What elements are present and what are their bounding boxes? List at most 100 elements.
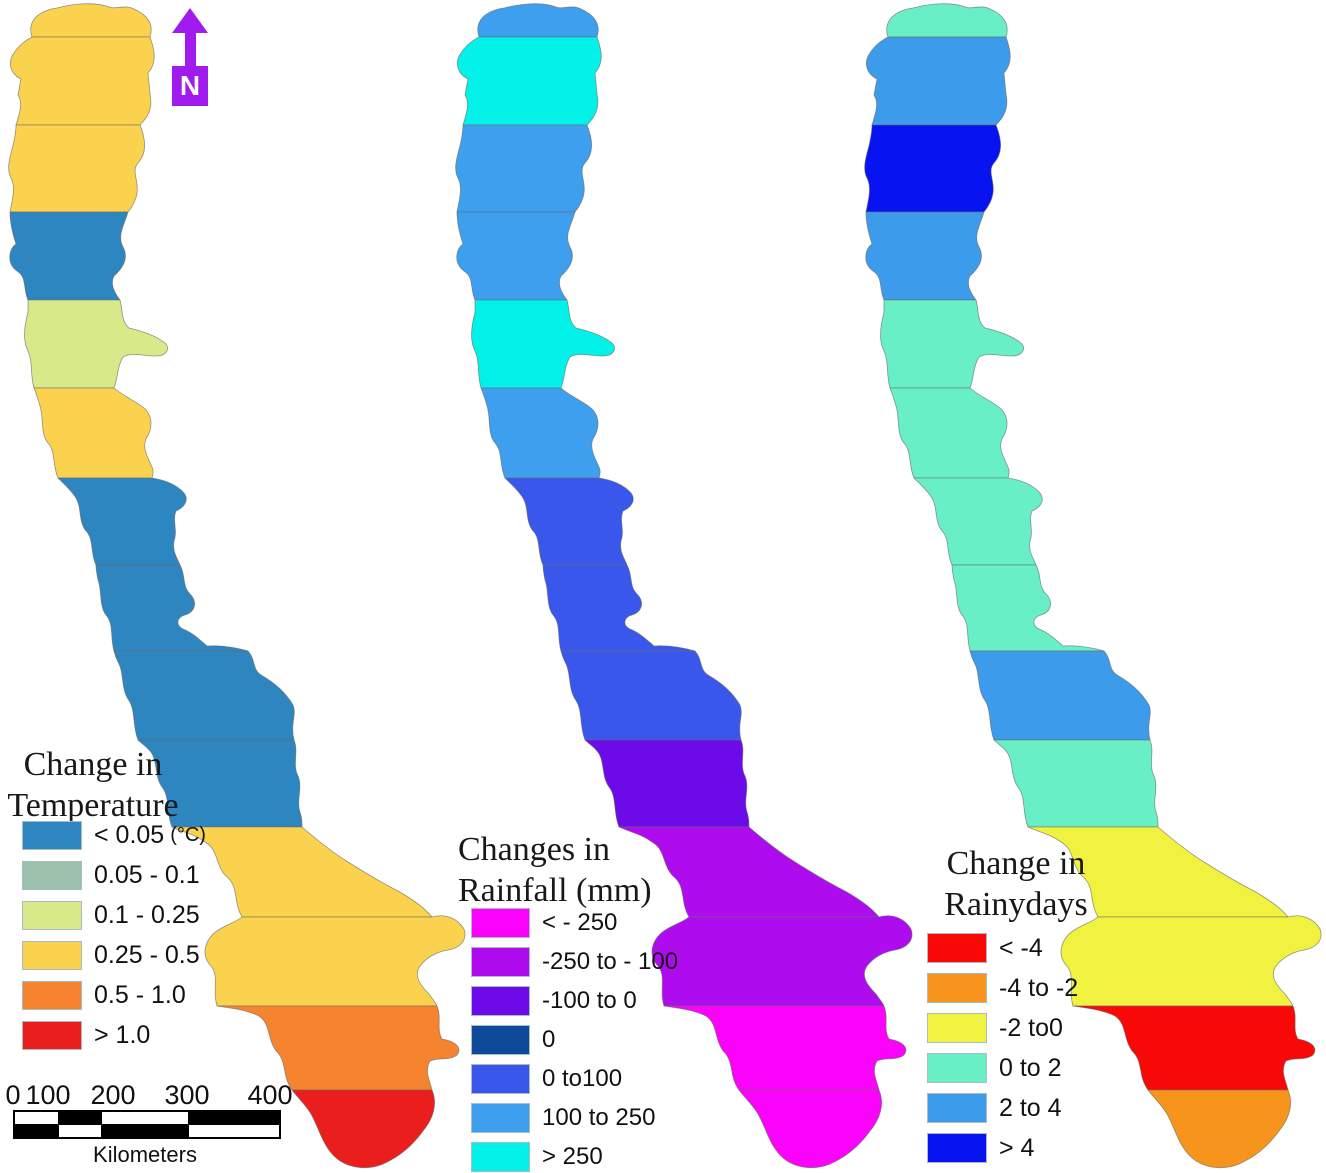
temperature-legend-row: 0.25 - 0.5	[22, 941, 206, 970]
legend-title-rainydays: Change in Rainydays	[906, 843, 1126, 926]
rainydays-district-7	[913, 477, 1043, 566]
rainfall-district-14	[738, 1089, 882, 1169]
temperature-district-1	[30, 3, 152, 38]
rainfall-legend-row: 0 to100	[471, 1064, 678, 1094]
temperature-legend-row: < 0.05 (°C)	[22, 821, 206, 850]
legend-swatch	[471, 947, 530, 977]
scale-bar: 0 100 200 300 400 Kilometers	[5, 1080, 298, 1168]
temperature-legend-row: 0.1 - 0.25	[22, 901, 206, 930]
rainfall-district-8	[542, 564, 696, 652]
rainfall-district-1	[477, 3, 599, 38]
rainydays-district-1	[886, 3, 1008, 38]
legend-swatch	[471, 1025, 530, 1055]
temperature-district-13	[216, 1005, 460, 1091]
map-rainfall	[455, 3, 913, 1169]
rainydays-legend-row: < -4	[927, 933, 1078, 963]
legend-swatch	[927, 1053, 987, 1083]
temperature-district-12	[204, 915, 466, 1007]
temperature-legend-row: > 1.0	[22, 1021, 206, 1050]
legend-label: -100 to 0	[542, 987, 637, 1014]
rainydays-district-3	[864, 124, 1002, 213]
legend-swatch	[471, 1064, 530, 1094]
legend-label: < - 250	[542, 909, 618, 936]
legend-label: > 1.0	[94, 1021, 151, 1049]
rainfall-legend-row: < - 250	[471, 908, 678, 938]
legend-swatch	[927, 1093, 987, 1123]
legend-label: > 250	[542, 1143, 603, 1170]
legend-label: 0.25 - 0.5	[94, 941, 200, 969]
scale-tick: 200	[90, 1080, 136, 1110]
legend-rows-rainydays: < -4 -4 to -2 -2 to0 0 to 2 2 to 4 > 4	[927, 933, 1078, 1173]
legend-swatch	[471, 1103, 530, 1133]
legend-label: 0 to100	[542, 1065, 623, 1092]
rainfall-district-12	[651, 915, 913, 1007]
temperature-legend-row: 0.05 - 0.1	[22, 861, 206, 890]
legend-label: -250 to - 100	[542, 948, 679, 975]
temperature-district-3	[8, 124, 146, 213]
rainfall-district-13	[663, 1005, 907, 1091]
legend-swatch	[22, 981, 82, 1010]
rainfall-legend-row: 100 to 250	[471, 1103, 678, 1133]
legend-swatch	[471, 908, 530, 938]
temperature-district-7	[57, 477, 187, 566]
legend-label-unit: (°C)	[170, 824, 206, 846]
legend-label: -4 to -2	[999, 973, 1079, 1002]
temperature-district-14	[291, 1089, 435, 1169]
legend-label: > 4	[999, 1133, 1035, 1162]
rainfall-district-2	[457, 36, 602, 126]
temperature-district-5	[24, 299, 168, 389]
rainfall-district-7	[504, 477, 634, 566]
temperature-district-11	[171, 826, 433, 918]
legend-title-line: Rainydays	[944, 886, 1088, 924]
rainydays-legend-row: 2 to 4	[927, 1093, 1078, 1123]
legend-label: < -4	[999, 933, 1043, 962]
legend-label: 0.5 - 1.0	[94, 981, 186, 1009]
legend-swatch	[22, 901, 82, 930]
rainfall-legend-row: > 250	[471, 1142, 678, 1172]
legend-title-line: Change in	[23, 746, 163, 783]
scale-bar-bar	[13, 1110, 281, 1139]
scale-bar-row	[15, 1112, 279, 1125]
legend-swatch	[22, 941, 82, 970]
temperature-district-8	[95, 564, 249, 652]
rainfall-legend-row: 0	[471, 1025, 678, 1055]
north-arrow-label: N	[179, 70, 201, 101]
legend-swatch	[927, 1133, 987, 1163]
scale-tick: 100	[25, 1080, 71, 1110]
map-temperature	[8, 3, 466, 1169]
north-arrow-box: N	[172, 66, 208, 106]
legend-title-line: Changes in	[458, 831, 611, 868]
rainfall-legend-row: -250 to - 100	[471, 947, 678, 977]
legend-rows-rainfall: < - 250 -250 to - 100 -100 to 0 0 0 to100 100…	[471, 908, 678, 1173]
legend-title-rainfall: Changes in Rainfall (mm)	[458, 829, 688, 912]
rainydays-district-13	[1072, 1005, 1316, 1091]
legend-swatch	[22, 821, 82, 850]
rainydays-district-8	[951, 564, 1105, 652]
legend-label: 0.05 - 0.1	[94, 861, 200, 889]
rainydays-district-5	[880, 299, 1024, 389]
scale-bar-ticks: 0 100 200 300 400	[5, 1080, 298, 1110]
scale-tick: 400	[247, 1080, 293, 1110]
scale-tick: 0	[5, 1080, 21, 1110]
rainydays-district-10	[993, 739, 1159, 828]
north-arrow-head-icon	[172, 8, 208, 33]
rainfall-district-9	[560, 650, 742, 741]
legend-swatch	[471, 986, 530, 1016]
legend-swatch	[927, 1013, 987, 1043]
temperature-legend-row: 0.5 - 1.0	[22, 981, 206, 1010]
legend-rows-temperature: < 0.05 (°C) 0.05 - 0.1 0.1 - 0.25 0.25 - 0.5…	[22, 821, 206, 1061]
legend-title-temperature: Change in Temperature	[2, 744, 184, 827]
legend-swatch	[22, 861, 82, 890]
legend-title-line: Rainfall (mm)	[458, 872, 652, 910]
rainydays-legend-row: -4 to -2	[927, 973, 1078, 1003]
scale-bar-unit: Kilometers	[93, 1142, 197, 1167]
temperature-district-6	[33, 387, 154, 479]
legend-swatch	[927, 973, 987, 1003]
scale-bar-row	[15, 1125, 279, 1137]
legend-swatch	[927, 933, 987, 963]
rainydays-district-6	[889, 387, 1010, 479]
rainydays-district-4	[865, 211, 985, 301]
rainydays-district-12	[1060, 915, 1322, 1007]
legend-label: 2 to 4	[999, 1093, 1062, 1122]
